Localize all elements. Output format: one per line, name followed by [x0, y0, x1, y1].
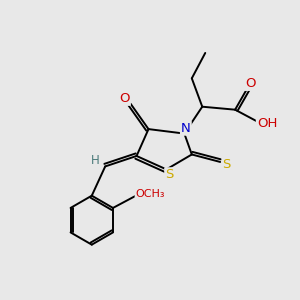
- Text: O: O: [245, 77, 255, 90]
- Text: O: O: [119, 92, 130, 105]
- Text: H: H: [90, 154, 99, 167]
- Text: S: S: [165, 168, 174, 181]
- Text: N: N: [181, 122, 191, 135]
- Text: S: S: [223, 158, 231, 171]
- Text: OCH₃: OCH₃: [136, 190, 165, 200]
- Text: OH: OH: [257, 117, 277, 130]
